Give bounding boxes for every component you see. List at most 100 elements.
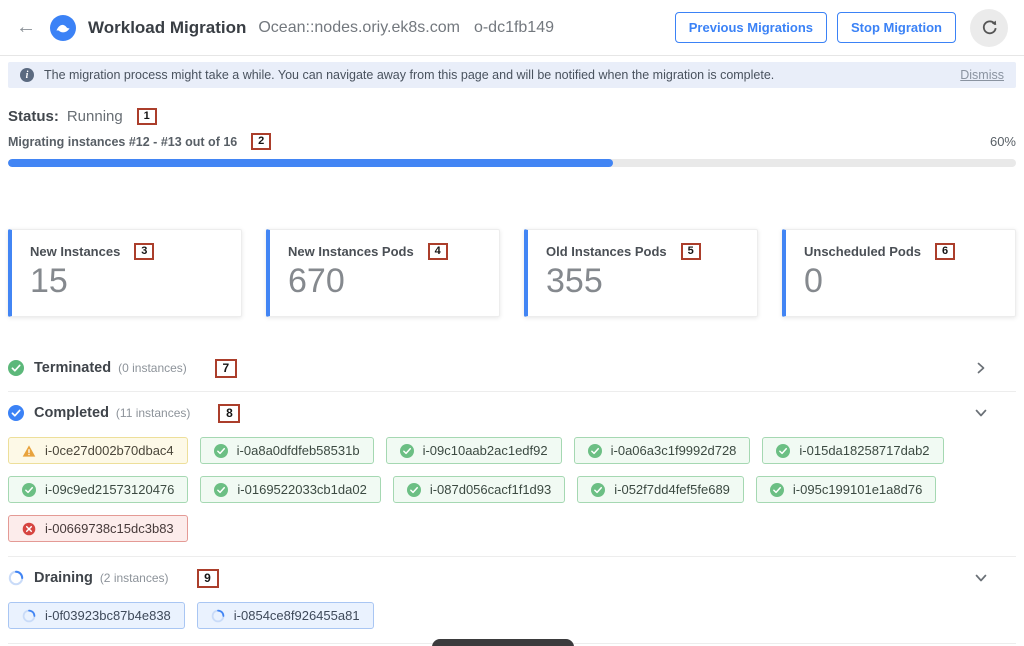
instance-id: i-09c10aab2ac1edf92 (422, 443, 548, 458)
instance-chip[interactable]: i-087d056cacf1f1d93 (392, 476, 566, 503)
card-value: 15 (30, 262, 68, 300)
progress-text: Migrating instances #12 - #13 out of 16 (8, 134, 238, 149)
card-label: New Instances Pods (288, 244, 414, 259)
top-bar: ← Workload Migration Ocean::nodes.oriy.e… (0, 0, 1024, 56)
section-completed: Completed (11 instances) 8 i-0ce27d002b70db… (8, 392, 1016, 557)
progress-percent: 60% (989, 134, 1016, 149)
instance-chip[interactable]: i-0a06a3c1f9992d728 (573, 437, 751, 464)
previous-migrations-button[interactable]: Previous Migrations (674, 12, 827, 43)
page-title: Workload Migration (88, 17, 247, 37)
annotation-badge: 9 (196, 568, 219, 588)
instance-chip-row: i-0ce27d002b70dbac4 i-0a8a0dfdfeb58531b i-… (8, 437, 1016, 542)
check-circle-icon (213, 443, 228, 458)
instance-id: i-015da18258717dab2 (799, 443, 930, 458)
check-circle-icon (769, 482, 784, 497)
card-old-instances-pods: Old Instances Pods 5 355 (524, 229, 758, 317)
card-value: 670 (288, 262, 345, 300)
annotation-badge: 3 (134, 243, 155, 260)
chevron-right-icon[interactable] (974, 361, 988, 375)
card-value: 355 (546, 262, 603, 300)
instance-chip[interactable]: i-052f7dd4fef5fe689 (577, 476, 744, 503)
instance-chip[interactable]: i-00669738c15dc3b83 (8, 515, 188, 542)
spinner-icon (8, 570, 24, 586)
migration-sections: Terminated (0 instances) 7 Completed (11 ins… (8, 347, 1016, 646)
instance-chip[interactable]: i-015da18258717dab2 (762, 437, 944, 464)
instance-chip[interactable]: i-09c10aab2ac1edf92 (385, 437, 562, 464)
chevron-down-icon[interactable] (974, 571, 988, 585)
instance-id: i-0ce27d002b70dbac4 (45, 443, 174, 458)
section-title: Draining (34, 570, 93, 586)
check-circle-blue-icon (8, 405, 24, 421)
instance-id: i-052f7dd4fef5fe689 (614, 482, 730, 497)
instance-chip[interactable]: i-0169522033cb1da02 (200, 476, 381, 503)
error-circle-icon (22, 522, 36, 536)
cluster-name: Ocean::nodes.oriy.ek8s.com (258, 18, 460, 36)
spinner-icon (211, 609, 225, 623)
instance-id: i-0169522033cb1da02 (237, 482, 367, 497)
instance-id: i-095c199101e1a8d76 (792, 482, 923, 497)
banner-message: The migration process might take a while… (44, 68, 775, 82)
main-content: Status: Running 1 Migrating instances #1… (0, 108, 1024, 646)
annotation-badge: 5 (680, 243, 701, 260)
info-icon: i (20, 68, 34, 82)
instance-id: i-0854ce8f926455a81 (233, 608, 360, 623)
back-arrow-icon[interactable]: ← (16, 16, 36, 38)
refresh-icon (981, 19, 998, 36)
warning-triangle-icon (22, 444, 36, 458)
check-circle-icon (776, 443, 791, 458)
instance-id: i-0f03923bc87b4e838 (45, 608, 171, 623)
annotation-badge: 4 (427, 243, 448, 260)
check-circle-icon (399, 443, 414, 458)
instance-chip[interactable]: i-0854ce8f926455a81 (196, 602, 374, 629)
instance-chip[interactable]: i-0ce27d002b70dbac4 (8, 437, 188, 464)
annotation-badge: 2 (251, 133, 272, 150)
section-count: (2 instances) (99, 571, 169, 585)
dismiss-link[interactable]: Dismiss (960, 68, 1004, 82)
section-header-terminated[interactable]: Terminated (0 instances) 7 (8, 353, 1016, 383)
card-label: New Instances (30, 244, 121, 259)
card-value: 0 (804, 262, 823, 300)
status-value: Running (66, 108, 123, 125)
instance-id: i-00669738c15dc3b83 (45, 521, 174, 536)
card-new-instances: New Instances 3 15 (8, 229, 242, 317)
progress-bar-fill (8, 159, 613, 167)
instance-chip[interactable]: i-0f03923bc87b4e838 (8, 602, 185, 629)
instance-chip[interactable]: i-0a8a0dfdfeb58531b (199, 437, 374, 464)
progress-bar-track (8, 159, 1016, 167)
section-count: (11 instances) (115, 406, 191, 420)
check-circle-icon (406, 482, 421, 497)
section-title: Completed (34, 405, 109, 421)
annotation-badge: 6 (935, 243, 956, 260)
card-label: Old Instances Pods (546, 244, 667, 259)
check-circle-icon (214, 482, 229, 497)
section-header-completed[interactable]: Completed (11 instances) 8 (8, 398, 1016, 428)
instance-id: i-09c9ed21573120476 (45, 482, 175, 497)
section-title: Terminated (34, 360, 112, 376)
card-new-instances-pods: New Instances Pods 4 670 (266, 229, 500, 317)
section-draining: Draining (2 instances) 9 i-0f03923bc87b4e83… (8, 557, 1016, 644)
status-row: Status: Running 1 (8, 108, 1016, 125)
info-banner: i The migration process might take a whi… (8, 62, 1016, 88)
check-circle-icon (587, 443, 602, 458)
progress-meta-row: Migrating instances #12 - #13 out of 16 … (8, 133, 1016, 150)
annotation-badge: 8 (218, 403, 241, 423)
ocean-wave-logo (50, 14, 76, 41)
section-header-draining[interactable]: Draining (2 instances) 9 (8, 563, 1016, 593)
card-unscheduled-pods: Unscheduled Pods 6 0 (782, 229, 1016, 317)
instance-id: i-0a8a0dfdfeb58531b (236, 443, 360, 458)
stop-migration-button[interactable]: Stop Migration (837, 12, 956, 43)
instance-chip-row: i-0f03923bc87b4e838 i-0854ce8f926455a81 (8, 602, 1016, 629)
annotation-badge: 1 (136, 108, 157, 125)
annotation-badge: 7 (214, 358, 237, 378)
check-circle-green-icon (8, 360, 24, 376)
ocean-id: o-dc1fb149 (473, 18, 554, 36)
check-circle-icon (591, 482, 606, 497)
chevron-down-icon[interactable] (974, 406, 988, 420)
refresh-button[interactable] (970, 8, 1008, 47)
instance-id: i-087d056cacf1f1d93 (429, 482, 552, 497)
instance-chip[interactable]: i-09c9ed21573120476 (8, 476, 189, 503)
card-label: Unscheduled Pods (804, 244, 922, 259)
spinner-icon (22, 609, 36, 623)
instance-chip[interactable]: i-095c199101e1a8d76 (755, 476, 937, 503)
section-count: (0 instances) (118, 361, 187, 375)
